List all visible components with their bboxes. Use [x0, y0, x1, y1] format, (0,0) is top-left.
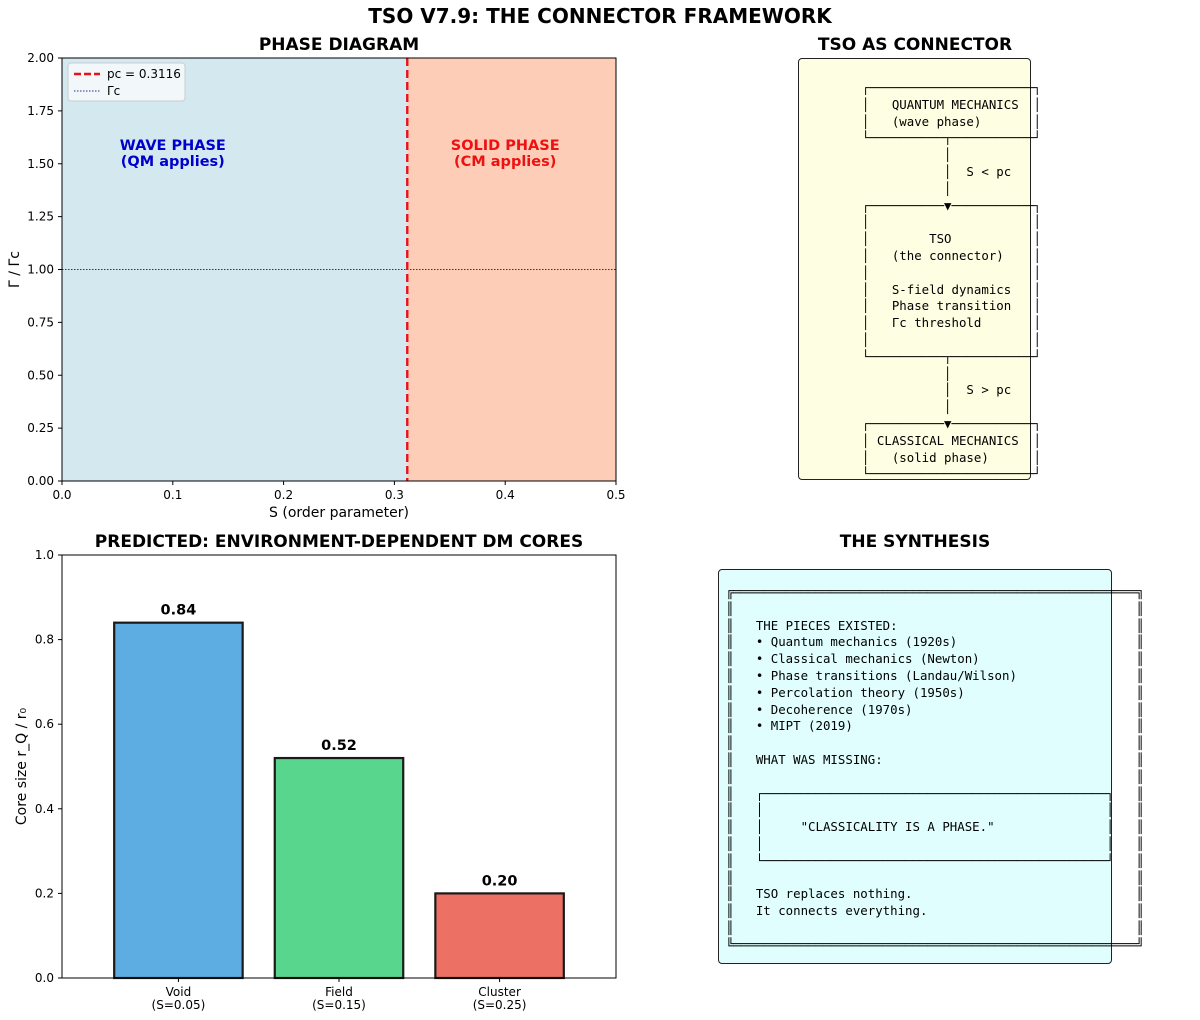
x-tick-label: 0.2	[274, 488, 293, 502]
solid-phase-sublabel: (CM applies)	[454, 154, 556, 170]
phase-diagram-title: PHASE DIAGRAM	[258, 35, 420, 55]
connector-box: ┌──────────────────────┐ │ QUANTUM MECHA…	[798, 58, 1042, 482]
x-axis-label: S (order parameter)	[269, 505, 409, 521]
category-label: Cluster	[478, 985, 521, 999]
solid-phase-label: SOLID PHASE	[451, 138, 560, 154]
connector-diagram-text: ┌──────────────────────┐ │ QUANTUM MECHA…	[862, 80, 1042, 482]
y-axis-label: Core size r_Q / r₀	[14, 708, 30, 826]
figure-title: TSO V7.9: THE CONNECTOR FRAMEWORK	[368, 4, 832, 28]
bar	[113, 621, 244, 980]
bar	[273, 756, 405, 980]
bar-axes-frame	[61, 554, 617, 979]
category-label: Field	[325, 985, 353, 999]
y-tick-label: 0.2	[35, 886, 54, 900]
y-tick-label: 1.00	[27, 263, 54, 277]
wave-phase-sublabel: (QM applies)	[121, 154, 225, 170]
bar	[434, 892, 565, 980]
y-tick-label: 0.50	[27, 368, 54, 382]
category-label: (S=0.15)	[312, 998, 366, 1012]
legend-pc-label: pc = 0.3116	[107, 67, 181, 81]
bar-value-label: 0.52	[321, 738, 357, 754]
y-tick-label: 0.00	[27, 474, 54, 488]
y-tick-label: 0.0	[35, 971, 54, 985]
y-tick-label: 2.00	[27, 51, 54, 65]
bar-value-label: 0.84	[161, 603, 197, 619]
category-label: (S=0.05)	[152, 998, 206, 1012]
y-axis-label: Γ / Γc	[7, 251, 23, 288]
connector-title: TSO AS CONNECTOR	[817, 35, 1013, 55]
category-label: Void	[166, 985, 192, 999]
synthesis-title: THE SYNTHESIS	[839, 532, 991, 552]
y-tick-label: 0.6	[35, 717, 54, 731]
legend-gamma-label: Γc	[107, 84, 120, 98]
y-tick-label: 1.25	[27, 210, 54, 224]
y-tick-label: 1.75	[27, 104, 54, 118]
x-tick-label: 0.1	[163, 488, 182, 502]
y-tick-label: 0.75	[27, 315, 54, 329]
x-tick-label: 0.5	[606, 488, 625, 502]
synthesis-text: ╔═══════════════════════════════════════…	[726, 584, 1144, 952]
x-tick-label: 0.0	[52, 488, 71, 502]
wave-phase-label: WAVE PHASE	[120, 138, 226, 154]
y-tick-label: 0.25	[27, 421, 54, 435]
y-tick-label: 1.0	[35, 548, 54, 562]
legend-box	[67, 62, 186, 102]
y-tick-label: 0.4	[35, 802, 54, 816]
bar-value-label: 0.20	[482, 873, 518, 889]
y-tick-label: 0.8	[35, 633, 54, 647]
synthesis-box: ╔═══════════════════════════════════════…	[718, 569, 1144, 964]
x-tick-label: 0.3	[385, 488, 404, 502]
category-label: (S=0.25)	[473, 998, 527, 1012]
y-tick-label: 1.50	[27, 157, 54, 171]
bar-chart-title: PREDICTED: ENVIRONMENT-DEPENDENT DM CORE…	[94, 532, 584, 552]
x-tick-label: 0.4	[496, 488, 515, 502]
